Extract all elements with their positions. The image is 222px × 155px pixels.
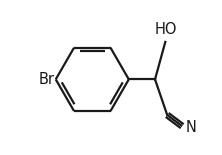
Text: N: N	[186, 120, 196, 135]
Text: HO: HO	[155, 22, 178, 37]
Text: Br: Br	[38, 72, 54, 87]
